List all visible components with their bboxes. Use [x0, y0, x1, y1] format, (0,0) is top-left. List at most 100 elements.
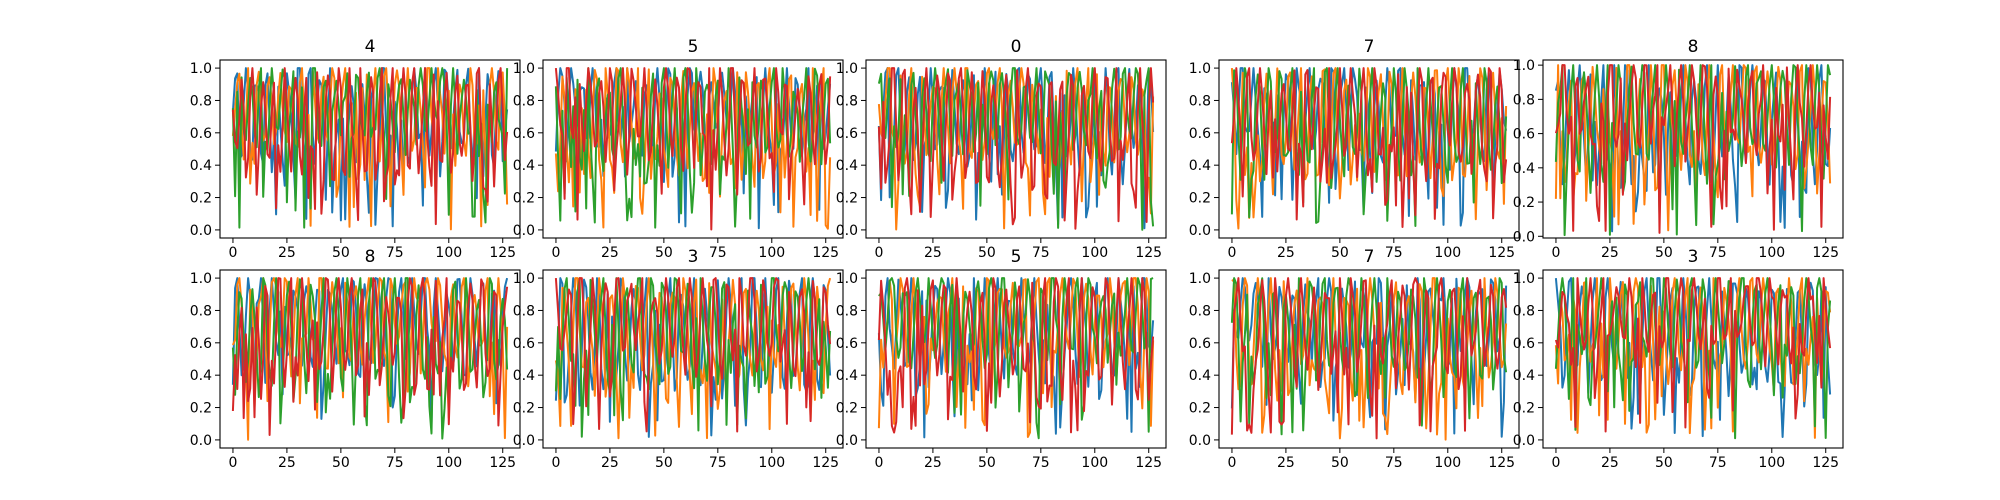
- x-tick-label: 125: [1135, 245, 1162, 261]
- series-line-1: [877, 277, 1155, 439]
- x-tick-label: 25: [278, 455, 296, 471]
- x-tick-label: 50: [978, 245, 996, 261]
- x-tick-label: 50: [1331, 245, 1349, 261]
- series-line-3: [878, 277, 1154, 440]
- y-tick-label: 1.0: [513, 61, 535, 77]
- y-tick-label: 0.2: [836, 191, 858, 207]
- subplot-title: 8: [1688, 37, 1699, 57]
- series-line-3: [554, 277, 832, 438]
- y-tick-label: 0.4: [190, 368, 212, 384]
- axes-frame: [865, 269, 1167, 449]
- y-tick-label: 0.4: [1513, 368, 1535, 384]
- axes-frame: [542, 269, 844, 449]
- series-line-2: [1554, 277, 1832, 439]
- y-tick-label: 1.0: [190, 271, 212, 287]
- x-tick-label: 25: [278, 245, 296, 261]
- x-tick-label: 0: [1227, 455, 1236, 471]
- series-group: [877, 67, 1155, 231]
- x-tick-label: 125: [1488, 245, 1515, 261]
- series-group: [231, 67, 509, 231]
- x-tick-label: 75: [1032, 455, 1050, 471]
- subplot-7: 3 0.0 0.2 0.4 0.6 0.8 1.0 0 25 50 75 100 125: [513, 247, 844, 471]
- axes-frame: [1542, 59, 1844, 239]
- x-tick-label: 0: [228, 245, 237, 261]
- y-tick-label: 0.0: [1513, 229, 1535, 245]
- x-tick-label: 125: [1135, 455, 1162, 471]
- y-tick-label: 0.0: [190, 433, 212, 449]
- y-tick-label: 1.0: [836, 61, 858, 77]
- y-tick-label: 0.0: [836, 433, 858, 449]
- y-tick-label: 1.0: [190, 61, 212, 77]
- x-tick-label: 25: [924, 455, 942, 471]
- x-tick-label: 25: [1601, 245, 1619, 261]
- y-tick-label: 0.6: [836, 336, 858, 352]
- y-tick-label: 0.2: [513, 401, 535, 417]
- x-tick-label: 50: [1655, 455, 1673, 471]
- x-tick-label: 125: [812, 245, 839, 261]
- x-tick-label: 125: [1812, 455, 1839, 471]
- x-tick-label: 75: [386, 455, 404, 471]
- subplot-3: 0 0.0 0.2 0.4 0.6 0.8 1.0 0 25 50 75 100 125: [836, 37, 1167, 261]
- x-tick-label: 50: [655, 245, 673, 261]
- y-tick-label: 0.8: [1189, 303, 1211, 319]
- subplot-title: 7: [1364, 247, 1375, 267]
- axes-frame: [1218, 59, 1520, 239]
- series-group: [231, 277, 509, 441]
- y-tick-label: 0.8: [190, 93, 212, 109]
- x-tick-label: 75: [709, 245, 727, 261]
- x-tick-label: 25: [924, 245, 942, 261]
- x-tick-label: 100: [1434, 455, 1461, 471]
- y-tick-label: 0.4: [836, 158, 858, 174]
- y-tick-label: 1.0: [1189, 61, 1211, 77]
- y-tick-label: 0.0: [1189, 223, 1211, 239]
- x-tick-label: 100: [435, 245, 462, 261]
- y-tick-label: 1.0: [1513, 58, 1535, 74]
- x-tick-label: 50: [978, 455, 996, 471]
- x-tick-label: 75: [1032, 245, 1050, 261]
- x-tick-label: 25: [601, 455, 619, 471]
- y-tick-label: 0.8: [190, 303, 212, 319]
- series-line-4: [1230, 67, 1508, 228]
- y-tick-label: 1.0: [513, 271, 535, 287]
- subplot-title: 3: [688, 247, 699, 267]
- series-line-4: [231, 67, 509, 226]
- x-tick-label: 25: [601, 245, 619, 261]
- y-tick-label: 0.8: [1513, 92, 1535, 108]
- series-line-3: [1554, 64, 1832, 237]
- x-tick-label: 100: [1758, 245, 1785, 261]
- series-group: [877, 277, 1155, 440]
- x-tick-label: 100: [1081, 245, 1108, 261]
- axes-frame: [542, 59, 844, 239]
- x-tick-label: 50: [1331, 455, 1349, 471]
- x-tick-label: 125: [489, 455, 516, 471]
- series-line-2: [554, 67, 832, 230]
- x-tick-label: 50: [655, 455, 673, 471]
- series-line-2: [231, 67, 509, 231]
- y-tick-label: 0.0: [1513, 433, 1535, 449]
- y-tick-label: 0.0: [513, 223, 535, 239]
- x-tick-label: 50: [332, 245, 350, 261]
- x-tick-label: 75: [1709, 245, 1727, 261]
- series-group: [554, 277, 832, 440]
- series-group: [554, 67, 832, 231]
- y-tick-label: 0.4: [836, 368, 858, 384]
- y-tick-label: 0.4: [190, 158, 212, 174]
- series-line-4: [877, 67, 1155, 230]
- axes-frame: [1218, 269, 1520, 449]
- y-tick-label: 0.2: [190, 401, 212, 417]
- y-tick-label: 0.4: [1513, 161, 1535, 177]
- y-tick-label: 0.0: [190, 223, 212, 239]
- x-tick-label: 75: [1385, 245, 1403, 261]
- y-tick-label: 0.2: [1189, 191, 1211, 207]
- subplot-title: 4: [365, 37, 376, 57]
- y-tick-label: 0.2: [836, 401, 858, 417]
- x-tick-label: 100: [435, 455, 462, 471]
- y-tick-label: 0.8: [513, 303, 535, 319]
- x-tick-label: 0: [551, 245, 560, 261]
- y-tick-label: 0.6: [1189, 336, 1211, 352]
- subplot-1: 4 0.0 0.2 0.4 0.6 0.8 1.0 0 25 50 75 100 125: [190, 37, 521, 261]
- axes-frame: [219, 59, 521, 239]
- x-tick-label: 125: [1812, 245, 1839, 261]
- axes-frame: [219, 269, 521, 449]
- x-tick-label: 100: [758, 455, 785, 471]
